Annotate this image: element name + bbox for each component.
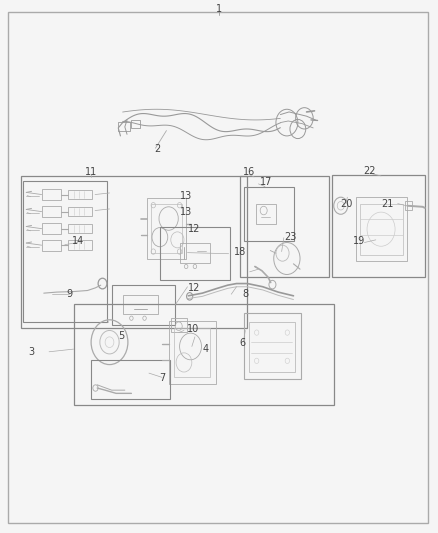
- Bar: [91, 360, 170, 399]
- Text: 2: 2: [155, 144, 161, 154]
- Bar: [118, 122, 130, 131]
- Bar: [21, 176, 247, 328]
- Bar: [151, 204, 182, 253]
- Bar: [169, 321, 216, 384]
- Text: 3: 3: [28, 347, 35, 357]
- Bar: [68, 207, 92, 216]
- Bar: [68, 240, 92, 250]
- Bar: [249, 322, 295, 372]
- Text: 9: 9: [66, 289, 72, 299]
- Bar: [42, 223, 61, 234]
- Text: 6: 6: [239, 338, 245, 348]
- Bar: [256, 204, 276, 224]
- Text: 22: 22: [364, 166, 376, 175]
- Bar: [405, 201, 412, 210]
- Text: 5: 5: [119, 331, 125, 341]
- Bar: [240, 176, 328, 277]
- Text: 8: 8: [242, 289, 248, 299]
- Text: 13: 13: [180, 207, 192, 217]
- Bar: [68, 224, 92, 233]
- Bar: [42, 240, 61, 251]
- Bar: [23, 181, 107, 322]
- Text: 18: 18: [234, 247, 246, 256]
- Bar: [171, 318, 187, 332]
- Bar: [160, 227, 230, 280]
- Text: 11: 11: [85, 167, 97, 176]
- Bar: [356, 197, 407, 261]
- Text: 16: 16: [243, 167, 255, 176]
- Bar: [131, 120, 140, 128]
- Bar: [74, 304, 334, 405]
- Bar: [360, 204, 403, 255]
- Text: 1: 1: [216, 4, 222, 13]
- Bar: [123, 295, 158, 314]
- Text: 23: 23: [284, 232, 296, 241]
- Text: 17: 17: [260, 177, 272, 187]
- Bar: [174, 328, 210, 377]
- Text: 12: 12: [187, 283, 200, 293]
- Text: 21: 21: [381, 199, 393, 208]
- Bar: [332, 175, 425, 277]
- Text: 20: 20: [340, 199, 352, 208]
- Text: 13: 13: [180, 191, 192, 201]
- Text: 10: 10: [187, 325, 199, 334]
- Bar: [42, 189, 61, 200]
- Text: 19: 19: [353, 236, 365, 246]
- Text: 4: 4: [203, 344, 209, 354]
- Bar: [244, 187, 294, 241]
- Bar: [68, 190, 92, 199]
- Bar: [112, 285, 175, 325]
- Text: 12: 12: [187, 224, 200, 234]
- Bar: [244, 313, 301, 379]
- Text: 14: 14: [72, 236, 84, 246]
- Text: 7: 7: [159, 374, 165, 383]
- Bar: [180, 243, 210, 263]
- Bar: [42, 206, 61, 217]
- Bar: [147, 198, 186, 259]
